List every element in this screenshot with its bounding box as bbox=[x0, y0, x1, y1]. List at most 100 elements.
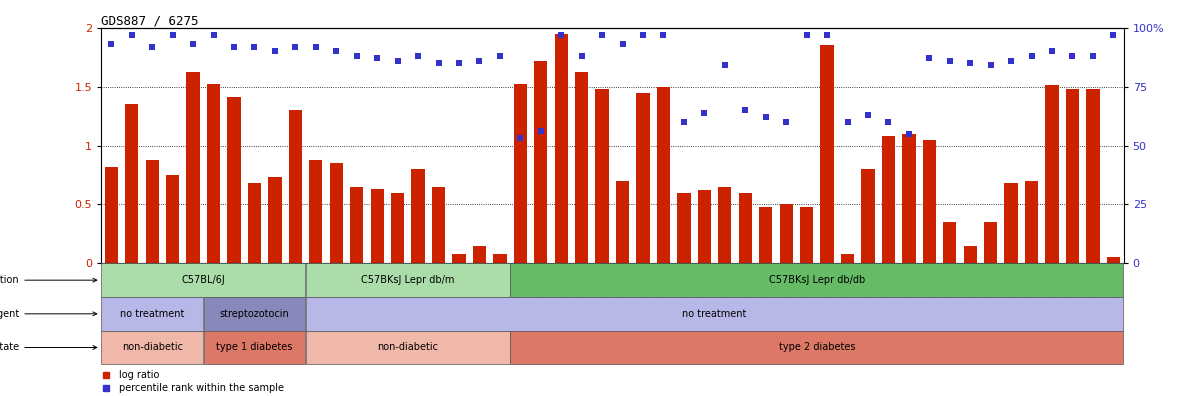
Bar bbox=[718, 187, 731, 263]
Point bbox=[449, 60, 468, 66]
Bar bbox=[269, 177, 282, 263]
Bar bbox=[411, 169, 424, 263]
Point bbox=[920, 55, 939, 61]
Text: non-diabetic: non-diabetic bbox=[121, 343, 183, 352]
Bar bbox=[738, 192, 751, 263]
Bar bbox=[309, 160, 322, 263]
Point bbox=[225, 44, 244, 50]
Bar bbox=[1065, 89, 1080, 263]
Bar bbox=[306, 331, 510, 364]
Point bbox=[1023, 53, 1042, 59]
Bar bbox=[473, 246, 486, 263]
Bar bbox=[636, 93, 649, 263]
Bar bbox=[780, 204, 793, 263]
Bar bbox=[452, 254, 466, 263]
Bar bbox=[247, 183, 262, 263]
Point bbox=[899, 131, 918, 137]
Bar bbox=[101, 331, 203, 364]
Point bbox=[1103, 32, 1122, 38]
Bar bbox=[534, 61, 547, 263]
Point bbox=[1063, 53, 1082, 59]
Bar bbox=[514, 84, 527, 263]
Bar bbox=[923, 140, 936, 263]
Point bbox=[388, 57, 407, 64]
Text: type 2 diabetes: type 2 diabetes bbox=[779, 343, 855, 352]
Point bbox=[327, 48, 346, 55]
Bar bbox=[984, 222, 998, 263]
Text: agent: agent bbox=[0, 309, 96, 319]
Bar bbox=[289, 110, 302, 263]
Bar bbox=[432, 187, 445, 263]
Bar bbox=[861, 169, 875, 263]
Bar bbox=[1025, 181, 1038, 263]
Point bbox=[879, 119, 898, 125]
Bar bbox=[306, 263, 510, 297]
Text: no treatment: no treatment bbox=[682, 309, 747, 319]
Text: log ratio: log ratio bbox=[119, 370, 159, 381]
Text: C57BKsJ Lepr db/m: C57BKsJ Lepr db/m bbox=[361, 275, 454, 285]
Bar bbox=[902, 134, 916, 263]
Bar bbox=[101, 297, 203, 331]
Bar bbox=[1087, 89, 1100, 263]
Point bbox=[1043, 48, 1062, 55]
Point bbox=[511, 135, 530, 142]
Point bbox=[183, 41, 202, 48]
Bar bbox=[166, 175, 180, 263]
Point bbox=[634, 32, 653, 38]
Point bbox=[102, 41, 121, 48]
Text: disease state: disease state bbox=[0, 343, 96, 352]
Point bbox=[694, 109, 713, 116]
Point bbox=[245, 44, 264, 50]
Point bbox=[429, 60, 448, 66]
Point bbox=[1083, 53, 1102, 59]
Bar bbox=[1107, 257, 1120, 263]
Bar bbox=[350, 187, 364, 263]
Point bbox=[940, 57, 960, 64]
Bar bbox=[963, 246, 977, 263]
Bar bbox=[391, 192, 404, 263]
Point bbox=[592, 32, 611, 38]
Bar bbox=[329, 163, 342, 263]
Text: GDS887 / 6275: GDS887 / 6275 bbox=[101, 15, 199, 28]
Bar bbox=[800, 207, 813, 263]
Text: C57BKsJ Lepr db/db: C57BKsJ Lepr db/db bbox=[769, 275, 864, 285]
Bar bbox=[203, 297, 306, 331]
Bar bbox=[943, 222, 956, 263]
Point bbox=[818, 32, 837, 38]
Bar bbox=[145, 160, 159, 263]
Bar bbox=[759, 207, 773, 263]
Bar bbox=[227, 97, 240, 263]
Bar bbox=[510, 263, 1124, 297]
Bar bbox=[554, 34, 568, 263]
Point bbox=[307, 44, 326, 50]
Bar bbox=[698, 190, 711, 263]
Text: genotype/variation: genotype/variation bbox=[0, 275, 96, 285]
Point bbox=[367, 55, 386, 61]
Bar bbox=[510, 331, 1124, 364]
Bar bbox=[101, 263, 306, 297]
Point bbox=[736, 107, 755, 113]
Bar bbox=[371, 189, 384, 263]
Bar bbox=[882, 136, 895, 263]
Point bbox=[205, 32, 224, 38]
Text: no treatment: no treatment bbox=[120, 309, 184, 319]
Bar bbox=[656, 87, 671, 263]
Point bbox=[265, 48, 284, 55]
Text: C57BL/6J: C57BL/6J bbox=[182, 275, 225, 285]
Bar bbox=[1005, 183, 1018, 263]
Point bbox=[674, 119, 693, 125]
Point bbox=[143, 44, 162, 50]
Bar bbox=[678, 192, 691, 263]
Point bbox=[654, 32, 673, 38]
Point bbox=[531, 128, 551, 135]
Bar bbox=[820, 46, 833, 263]
Bar bbox=[105, 167, 118, 263]
Point bbox=[756, 114, 775, 120]
Point bbox=[347, 53, 366, 59]
Point bbox=[614, 41, 633, 48]
Bar bbox=[125, 104, 138, 263]
Point bbox=[716, 62, 735, 69]
Point bbox=[572, 53, 591, 59]
Point bbox=[776, 119, 795, 125]
Point bbox=[552, 32, 571, 38]
